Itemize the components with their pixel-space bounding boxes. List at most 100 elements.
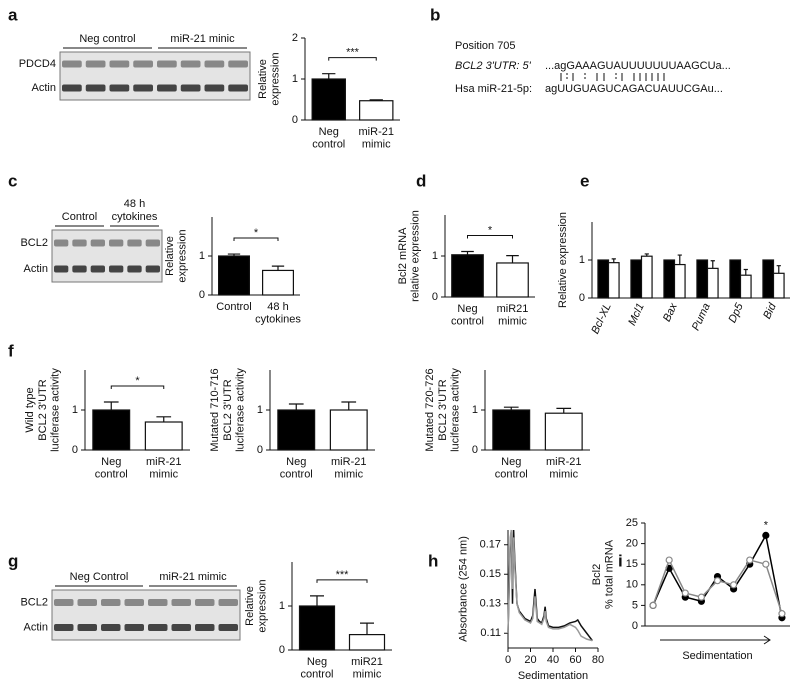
blot-band <box>109 239 124 247</box>
blot-band <box>85 60 106 68</box>
y-axis-label: Mutated 710-716BCL2 3'UTRluciferase acti… <box>209 368 246 452</box>
blot-band <box>77 624 97 631</box>
error-bar <box>677 254 682 265</box>
panel-letter: e <box>580 171 589 190</box>
y-axis-label: Wild typeBCL2 3'UTRluciferase activity <box>24 368 61 452</box>
blot-row-label: BCL2 <box>20 237 48 249</box>
y-tick-label: 1 <box>279 600 285 612</box>
blot-row-label: BCL2 <box>20 596 48 608</box>
x-tick-label: miR21 mimic <box>351 656 383 681</box>
significance-label: *** <box>346 47 360 59</box>
blot-band <box>180 84 201 92</box>
series-line <box>507 529 593 642</box>
error-bar <box>310 595 324 606</box>
significance-label: * <box>488 224 493 236</box>
blot-band <box>90 265 105 273</box>
blot-band <box>204 60 225 68</box>
y-axis-label: Bcl2 mRNArelative expression <box>397 210 422 302</box>
x-tick-label: Neg control <box>300 656 333 681</box>
significance-bracket <box>467 234 513 239</box>
blot-row-label: Actin <box>24 263 48 275</box>
blot-band <box>145 239 160 247</box>
y-axis-label: Mutated 720-726BCL2 3'UTRluciferase acti… <box>424 368 461 452</box>
error-bar <box>710 260 715 269</box>
bar <box>706 267 719 299</box>
significance-bracket <box>233 237 279 242</box>
blot-band <box>145 265 160 273</box>
bar <box>311 78 346 121</box>
x-arrow <box>660 635 771 645</box>
blot-band <box>54 599 74 606</box>
blot-row-label: Actin <box>24 621 48 633</box>
bar <box>772 272 785 299</box>
blot-band <box>195 599 215 606</box>
x-tick-label: 60 <box>569 654 581 666</box>
blot <box>51 229 163 283</box>
y-tick-label: 15 <box>626 558 638 570</box>
blot-band <box>54 239 69 247</box>
x-tick-label: Bax <box>661 301 680 324</box>
error-bar <box>503 406 519 410</box>
x-tick-label: 80 <box>592 654 604 666</box>
bar <box>348 633 386 651</box>
y-tick-label: 0 <box>72 444 78 456</box>
error-bar <box>360 622 374 635</box>
blot-band <box>124 599 144 606</box>
bar <box>663 259 676 299</box>
blot-band <box>77 599 97 606</box>
bar <box>496 262 529 298</box>
x-tick-label: miR-21 mimic <box>331 456 366 481</box>
error-bar <box>506 254 519 263</box>
blot-band <box>148 624 168 631</box>
blot-band <box>85 84 106 92</box>
y-tick-label: 0 <box>292 114 298 126</box>
error-bar <box>461 250 474 255</box>
panel-letter: b <box>430 5 440 24</box>
y-tick-label: 0 <box>579 292 585 304</box>
x-tick-label: miR-21 mimic <box>359 126 394 151</box>
y-tick-label: 0.11 <box>480 627 501 639</box>
sequence-target-label: BCL2 3'UTR: 5' <box>455 60 532 72</box>
error-bar <box>322 73 336 79</box>
x-axis-label: Sedimentation <box>518 670 588 682</box>
bar <box>729 259 742 299</box>
bar <box>277 409 316 451</box>
y-tick-label: 2 <box>292 32 298 44</box>
sequence-target: ...agGAAAGUAUUUUUUUAAGCUa... <box>545 60 731 72</box>
blot-band <box>195 624 215 631</box>
bar <box>630 259 643 299</box>
panel-letter: f <box>8 341 14 360</box>
y-tick-label: 1 <box>292 73 298 85</box>
blot-band <box>72 239 87 247</box>
significance-label: *** <box>336 569 350 581</box>
series-line <box>652 558 783 614</box>
point <box>762 531 770 539</box>
x-tick-label: Neg control <box>451 303 484 328</box>
y-tick-label: 0 <box>199 289 205 301</box>
blot-band <box>133 84 153 92</box>
bar <box>92 409 131 451</box>
y-tick-label: 0.17 <box>480 539 501 551</box>
blot-band <box>62 84 82 92</box>
x-tick-label: Neg control <box>280 456 313 481</box>
y-tick-label: 5 <box>632 599 638 611</box>
blot <box>59 51 251 101</box>
error-bar <box>369 99 383 101</box>
y-axis-label: Relativeexpression <box>164 229 189 282</box>
x-axis-label: Sedimentation <box>682 650 752 662</box>
x-tick-label: Bid <box>761 301 779 321</box>
bar <box>359 100 394 121</box>
bar <box>262 269 295 296</box>
y-tick-label: 1 <box>72 404 78 416</box>
sequence-mirna-label: Hsa miR-21-5p: <box>455 83 532 95</box>
error-bar <box>611 258 616 263</box>
panel-letter: h <box>428 551 438 570</box>
error-bar <box>227 253 241 256</box>
bar <box>607 262 620 299</box>
blot-group-label: 48 h cytokines <box>112 198 158 223</box>
x-tick-label: Mcl1 <box>626 301 647 327</box>
blot-band <box>54 624 74 631</box>
x-tick-label: miR-21 mimic <box>146 456 181 481</box>
significance-bracket <box>110 385 165 389</box>
